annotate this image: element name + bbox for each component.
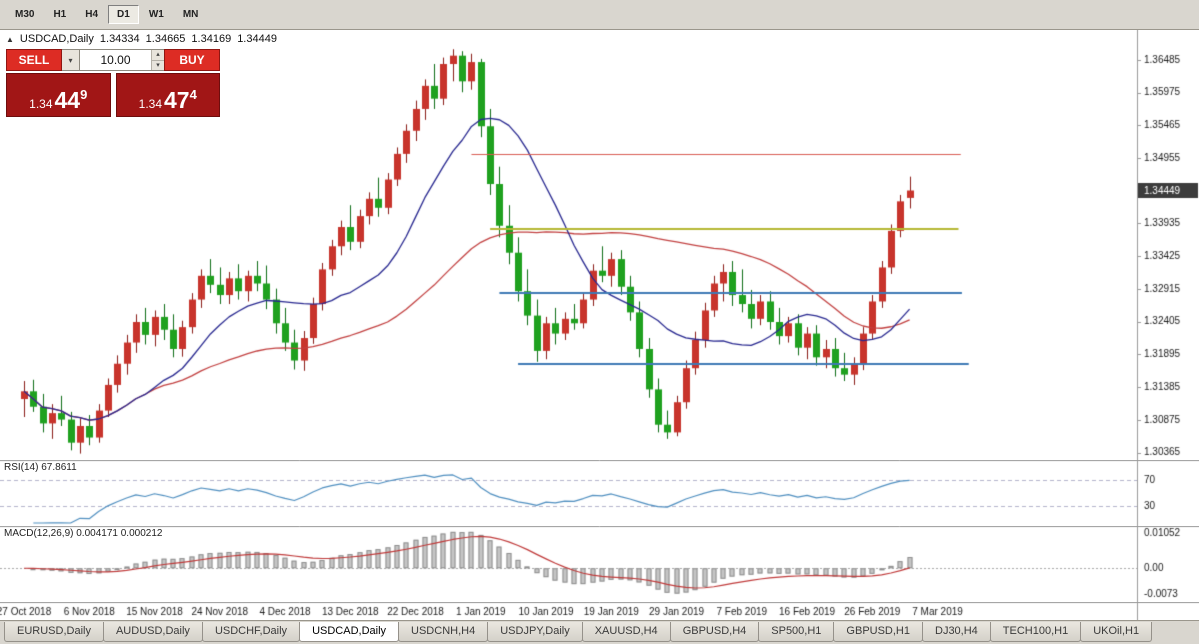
sell-price-display[interactable]: 1.34 44 9 [6,73,111,117]
tab-usdchf-daily[interactable]: USDCHF,Daily [201,622,301,642]
tab-tech100-h1[interactable]: TECH100,H1 [989,622,1082,642]
tab-dj30-h4[interactable]: DJ30,H4 [922,622,991,642]
spin-up-icon[interactable]: ▴ [152,50,164,61]
ohlc-readout: ▲ USDCAD,Daily 1.34334 1.34665 1.34169 1… [6,33,277,45]
sell-button[interactable]: SELL [6,49,62,71]
chevron-down-icon: ▾ [68,55,73,65]
timeframe-m30[interactable]: M30 [6,5,43,24]
volume-input[interactable]: 10.00 ▴ ▾ [80,49,164,71]
sell-price-pip: 9 [80,87,88,102]
macd-canvas[interactable] [0,526,1199,602]
buy-price-prefix: 1.34 [138,96,163,111]
time-axis-canvas[interactable] [0,602,1199,620]
timeframe-toolbar: M30 H1 H4 D1 W1 MN [0,0,1199,30]
symbol-label: USDCAD,Daily [19,33,94,45]
timeframe-h4[interactable]: H4 [76,5,107,24]
timeframe-mn[interactable]: MN [174,5,208,24]
buy-button[interactable]: BUY [164,49,220,71]
tab-usdcnh-h4[interactable]: USDCNH,H4 [398,622,489,642]
volume-value: 10.00 [100,53,131,67]
sell-price-prefix: 1.34 [29,96,53,111]
sell-price-big: 44 [54,87,81,114]
tab-xauusd-h4[interactable]: XAUUSD,H4 [581,622,671,642]
tab-gbpusd-h1[interactable]: GBPUSD,H1 [833,622,923,642]
buy-price-display[interactable]: 1.34 47 4 [115,73,220,117]
macd-panel: MACD(12,26,9) 0.004171 0.000212 [0,526,1199,602]
time-axis [0,602,1199,620]
tab-gbpusd-h4[interactable]: GBPUSD,H4 [669,622,760,642]
buy-price-pip: 4 [189,87,197,102]
rsi-panel: RSI(14) 67.8611 [0,460,1199,526]
tab-usdcad-daily[interactable]: USDCAD,Daily [299,622,400,642]
ohlc-open: 1.34334 [99,33,140,45]
one-click-trading-panel: SELL ▾ 10.00 ▴ ▾ BUY 1.34 44 9 [6,49,220,117]
timeframe-h1[interactable]: H1 [44,5,75,24]
ohlc-close: 1.34449 [237,33,277,45]
macd-label: MACD(12,26,9) 0.004171 0.000212 [4,528,163,539]
volume-dropdown-button[interactable]: ▾ [62,49,80,71]
volume-stepper[interactable]: ▴ ▾ [151,50,164,70]
chart-tabbar: EURUSD,Daily AUDUSD,Daily USDCHF,Daily USDC… [0,620,1199,644]
tab-audusd-daily[interactable]: AUDUSD,Daily [102,622,203,642]
ohlc-low: 1.34169 [191,33,232,45]
buy-price-big: 47 [164,87,190,114]
tab-sp500-h1[interactable]: SP500,H1 [758,622,835,642]
rsi-canvas[interactable] [0,460,1199,526]
symbol-marker-icon: ▲ [6,35,14,44]
timeframe-w1[interactable]: W1 [140,5,173,24]
tab-usdjpy-daily[interactable]: USDJPY,Daily [487,622,583,642]
spin-down-icon[interactable]: ▾ [152,60,164,70]
main-chart-panel: ▲ USDCAD,Daily 1.34334 1.34665 1.34169 1… [0,30,1199,460]
timeframe-d1[interactable]: D1 [108,5,139,24]
rsi-label: RSI(14) 67.8611 [4,462,77,473]
tab-ukoil-h1[interactable]: UKOil,H1 [1080,622,1153,642]
ohlc-high: 1.34665 [145,33,186,45]
tab-eurusd-daily[interactable]: EURUSD,Daily [4,622,104,642]
